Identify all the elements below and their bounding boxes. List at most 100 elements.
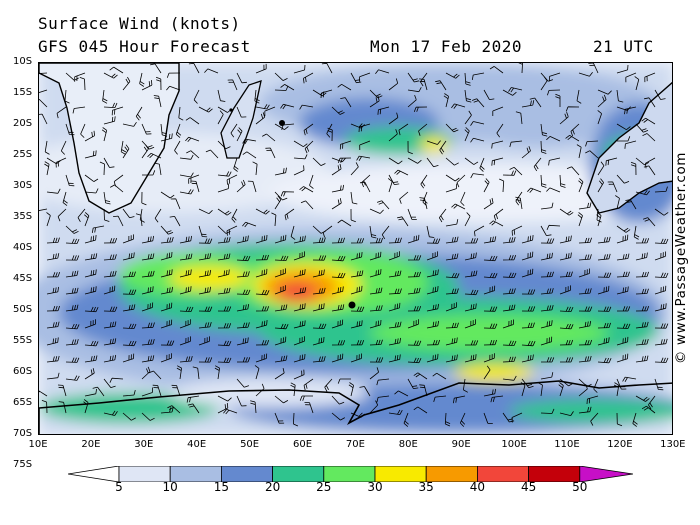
wind-barb: [483, 306, 498, 312]
madagascar-coastline: [220, 80, 262, 159]
wind-barb: [242, 151, 257, 159]
wind-barb: [502, 356, 516, 363]
wind-barb: [84, 188, 99, 194]
wind-barb: [120, 140, 127, 155]
wind-barb: [141, 355, 155, 363]
wind-barb: [407, 378, 419, 389]
wind-barb: [546, 224, 561, 231]
lat-label: 45S: [13, 273, 33, 284]
wind-barb: [331, 163, 342, 176]
wind-barb: [464, 212, 471, 227]
wind-barb: [198, 357, 213, 363]
wind-barb: [356, 155, 371, 162]
wind-barb: [407, 208, 417, 220]
wind-barb: [593, 378, 599, 393]
colorbar-high-arrow: [579, 466, 633, 482]
wind-barb: [236, 378, 250, 388]
wind-barb: [122, 144, 130, 159]
wind-barb: [634, 76, 640, 91]
wind-barb: [617, 306, 631, 312]
wind-barb: [217, 395, 232, 402]
wind-barb: [236, 395, 247, 407]
wind-barb: [217, 171, 232, 177]
wind-barb: [413, 372, 428, 380]
wind-barb: [217, 287, 231, 295]
wind-barb: [644, 72, 656, 83]
wind-barb: [491, 140, 504, 149]
wind-barb: [178, 106, 184, 121]
wind-barb: [113, 215, 124, 227]
wind-barb: [141, 144, 149, 159]
wind-barb: [327, 127, 333, 142]
wind-barb: [540, 123, 548, 137]
wind-barb: [578, 306, 593, 312]
wind-barb: [247, 180, 257, 193]
wind-barb: [331, 255, 346, 262]
wind-barb: [141, 253, 155, 261]
wind-barb: [369, 251, 382, 261]
wind-barb: [187, 403, 200, 414]
wind-barb: [331, 353, 344, 363]
wind-barb: [236, 337, 249, 346]
wind-barb: [502, 304, 516, 312]
wind-barb: [331, 340, 346, 346]
colorbar-label: 15: [213, 480, 230, 494]
wind-barb: [84, 269, 97, 278]
wind-barb: [635, 305, 650, 312]
wind-barb: [451, 203, 466, 210]
wind-barb: [460, 191, 466, 206]
wind-barb: [174, 140, 181, 155]
wind-barb: [198, 306, 213, 312]
wind-barb: [312, 255, 327, 261]
wind-barb: [560, 357, 574, 363]
wind-barb: [537, 382, 543, 397]
wind-barb: [198, 269, 212, 278]
wind-barb: [337, 83, 352, 91]
wind-barb: [633, 225, 640, 240]
wind-barb: [616, 378, 627, 390]
wind-barb: [540, 271, 554, 278]
wind-barb: [242, 138, 257, 145]
wind-barb: [152, 384, 162, 397]
wind-barb: [483, 353, 495, 363]
wind-barb: [135, 213, 143, 227]
wind-barb: [438, 208, 447, 223]
wind-barb: [413, 406, 428, 414]
lon-label: 10E: [28, 439, 48, 450]
lat-label: 10S: [13, 56, 33, 67]
wind-barb: [369, 208, 384, 214]
wind-barb: [540, 140, 547, 154]
wind-barb: [559, 378, 574, 387]
lat-label: 40S: [13, 242, 33, 253]
wind-speed-colorbar: [68, 466, 633, 482]
wind-barb: [185, 117, 200, 125]
wind-barb: [65, 255, 80, 261]
wind-barb: [55, 157, 67, 168]
wind-barb: [350, 339, 365, 346]
wind-barb: [350, 412, 365, 418]
wind-barb: [578, 406, 592, 414]
wind-barb: [139, 208, 145, 223]
wind-barb: [141, 302, 154, 312]
wind-barb: [578, 355, 592, 363]
wind-barb: [179, 336, 191, 346]
wind-barb: [227, 79, 238, 91]
wind-barb: [198, 321, 212, 329]
wind-barb: [103, 237, 118, 244]
wind-barb: [101, 127, 108, 142]
wind-barb: [320, 89, 333, 99]
wind-barb: [641, 405, 656, 414]
wind-barb: [578, 72, 593, 77]
wind-barb: [204, 68, 219, 74]
wind-barb: [188, 63, 200, 74]
wind-barb: [46, 372, 60, 380]
wind-barb: [122, 252, 135, 261]
wind-barb: [559, 111, 569, 125]
wind-barb: [141, 387, 153, 397]
wind-barb: [217, 183, 230, 193]
wind-barb: [139, 72, 145, 87]
wind-barb: [331, 157, 346, 163]
wind-barb: [65, 323, 80, 330]
wind-barb: [451, 103, 466, 109]
wind-barb: [403, 412, 409, 427]
